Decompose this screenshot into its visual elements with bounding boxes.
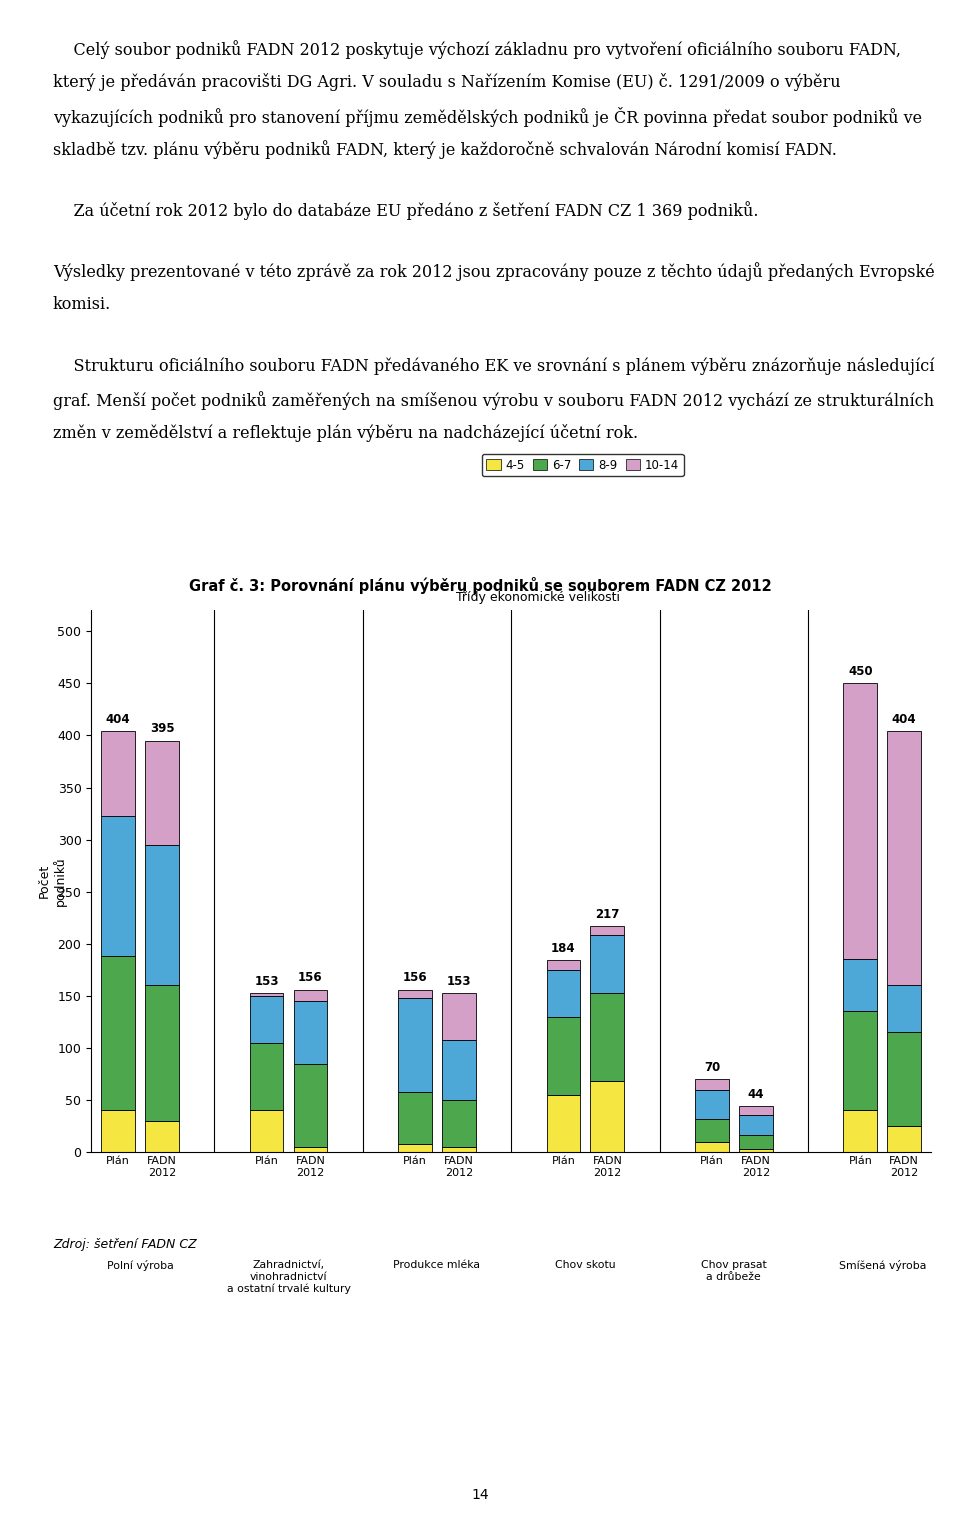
Text: Za účetní rok 2012 bylo do databáze EU předáno z šetření FADN CZ 1 369 podniků.: Za účetní rok 2012 bylo do databáze EU p… [53, 201, 758, 220]
Text: Polní výroba: Polní výroba [107, 1260, 174, 1271]
Text: Chov prasat
a drůbeže: Chov prasat a drůbeže [701, 1260, 767, 1282]
Text: Celý soubor podniků FADN 2012 poskytuje výchozí základnu pro vytvoření oficiální: Celý soubor podniků FADN 2012 poskytuje … [53, 40, 900, 58]
Text: skladbě tzv. plánu výběru podniků FADN, který je každoročně schvalován Národní k: skladbě tzv. plánu výběru podniků FADN, … [53, 140, 837, 159]
Bar [887, 1126, 921, 1152]
Text: 44: 44 [748, 1088, 764, 1102]
Text: Výsledky prezentované v této zprávě za rok 2012 jsou zpracovány pouze z těchto ú: Výsledky prezentované v této zprávě za r… [53, 262, 934, 281]
Bar [294, 1064, 327, 1148]
Bar [887, 986, 921, 1032]
Y-axis label: Počet
podniků: Počet podniků [37, 856, 66, 906]
Text: Graf č. 3: Porovnání plánu výběru podniků se souborem FADN CZ 2012: Graf č. 3: Porovnání plánu výběru podnik… [188, 577, 772, 594]
Bar [145, 845, 179, 986]
Bar [695, 1079, 729, 1090]
Bar [294, 989, 327, 1001]
Text: Chov skotu: Chov skotu [555, 1260, 615, 1271]
Bar [442, 1100, 476, 1148]
Bar [102, 815, 135, 957]
Bar [546, 1094, 581, 1152]
Bar [102, 1111, 135, 1152]
Bar [739, 1135, 773, 1149]
Bar [590, 926, 624, 935]
Text: 404: 404 [892, 713, 917, 726]
Bar [844, 1012, 877, 1111]
Text: Zahradnictví,
vinohradnictví
a ostatní trvalé kultury: Zahradnictví, vinohradnictví a ostatní t… [227, 1260, 350, 1294]
Bar [442, 1039, 476, 1100]
Bar [546, 971, 581, 1016]
Bar [739, 1106, 773, 1114]
Bar [398, 989, 432, 998]
Bar [844, 960, 877, 1012]
Text: 395: 395 [150, 722, 175, 736]
Bar [590, 993, 624, 1082]
Legend: 4-5, 6-7, 8-9, 10-14: 4-5, 6-7, 8-9, 10-14 [482, 453, 684, 476]
Text: graf. Menší počet podniků zaměřených na smíšenou výrobu v souboru FADN 2012 vych: graf. Menší počet podniků zaměřených na … [53, 391, 934, 409]
Bar [590, 1082, 624, 1152]
Text: Produkce mléka: Produkce mléka [394, 1260, 481, 1271]
Text: vykazujících podniků pro stanovení příjmu zemědělských podniků je ČR povinna pře: vykazujících podniků pro stanovení příjm… [53, 107, 922, 127]
Text: změn v zemědělství a reflektuje plán výběru na nadcházející účetní rok.: změn v zemědělství a reflektuje plán výb… [53, 424, 638, 443]
Bar [145, 986, 179, 1122]
Text: 450: 450 [848, 665, 873, 678]
Text: 14: 14 [471, 1488, 489, 1502]
Text: 153: 153 [254, 975, 278, 987]
Text: Třídy ekonomické velikosti: Třídy ekonomické velikosti [456, 591, 619, 604]
Bar [294, 1001, 327, 1064]
Bar [844, 684, 877, 960]
Bar [887, 1032, 921, 1126]
Bar [250, 993, 283, 996]
Bar [294, 1148, 327, 1152]
Bar [695, 1090, 729, 1119]
Bar [398, 1144, 432, 1152]
Bar [739, 1114, 773, 1135]
Text: Strukturu oficiálního souboru FADN předávaného EK ve srovnání s plánem výběru zn: Strukturu oficiálního souboru FADN předá… [53, 357, 934, 374]
Bar [695, 1141, 729, 1152]
Bar [250, 1111, 283, 1152]
Text: 153: 153 [446, 975, 471, 987]
Bar [102, 731, 135, 815]
Bar [145, 1122, 179, 1152]
Text: 217: 217 [595, 908, 619, 920]
Bar [398, 1091, 432, 1144]
Text: komisi.: komisi. [53, 296, 111, 313]
Bar [546, 960, 581, 971]
Text: 404: 404 [106, 713, 131, 726]
Bar [250, 996, 283, 1042]
Bar [844, 1111, 877, 1152]
Bar [546, 1016, 581, 1094]
Text: který je předáván pracovišti DG Agri. V souladu s Nařízením Komise (EU) č. 1291/: který je předáván pracovišti DG Agri. V … [53, 73, 840, 92]
Bar [887, 731, 921, 986]
Bar [695, 1119, 729, 1141]
Text: Smíšená výroba: Smíšená výroba [839, 1260, 926, 1271]
Bar [398, 998, 432, 1091]
Text: Zdroj: šetření FADN CZ: Zdroj: šetření FADN CZ [53, 1238, 197, 1251]
Text: 156: 156 [403, 972, 427, 984]
Text: 156: 156 [299, 972, 323, 984]
Bar [442, 993, 476, 1039]
Bar [590, 935, 624, 993]
Text: 70: 70 [704, 1061, 720, 1074]
Text: 184: 184 [551, 942, 576, 955]
Bar [102, 957, 135, 1111]
Bar [250, 1042, 283, 1111]
Bar [442, 1148, 476, 1152]
Bar [145, 740, 179, 845]
Bar [739, 1149, 773, 1152]
